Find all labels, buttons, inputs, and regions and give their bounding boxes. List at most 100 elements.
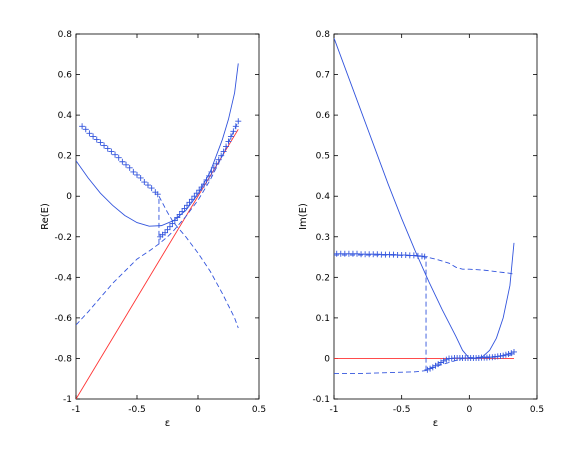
re-plus-marker: [101, 142, 108, 149]
re-plus-marker: [205, 172, 212, 179]
im-xtick-label: -1: [330, 405, 339, 415]
re-plus-marker: [208, 168, 215, 175]
re-plus-marker: [82, 126, 89, 133]
re-plus-marker: [86, 130, 93, 137]
im-xtick-label: 0.5: [530, 405, 544, 415]
im-ylabel: Im(E): [298, 203, 309, 230]
im-plus-marker: [443, 356, 450, 363]
im-plus-marker: [421, 253, 428, 260]
re-plus-marker: [223, 143, 230, 150]
re-plus-marker: [130, 168, 137, 175]
re-plus-marker: [119, 158, 126, 165]
im-axes-frame: [333, 33, 538, 400]
re-plus-marker: [90, 133, 97, 140]
re-plus-marker: [193, 190, 200, 197]
re-plus-marker: [166, 223, 173, 230]
re-ytick-label: -0.2: [54, 233, 72, 243]
im-plus-marker: [440, 357, 447, 364]
im-solid-curve-1: [334, 37, 515, 359]
re-xtick-label: -0.5: [128, 405, 146, 415]
re-plus-marker: [198, 184, 205, 191]
re-ytick-label: 0.2: [58, 152, 72, 162]
im-plus-marker: [429, 364, 436, 371]
re-plus-marker: [210, 164, 217, 171]
im-ytick-label: 0.2: [316, 273, 330, 283]
im-ytick-label: 0.4: [316, 192, 331, 202]
re-plus-marker: [213, 160, 220, 167]
re-plus-marker: [104, 145, 111, 152]
im-ytick-label: 0.8: [316, 30, 331, 40]
im-plus-marker: [505, 350, 512, 357]
im-plus-marker: [508, 350, 515, 357]
re-plus-marker: [201, 181, 208, 188]
im-xtick-label: -0.5: [393, 405, 411, 415]
re-plus-marker: [164, 226, 171, 233]
panel-im-e: -1 -0.5 0 0.5 -0.1 0 0.1 0.2 0.3 0.4 0.5 0.6 0.7 0.8 ε…: [298, 30, 544, 429]
re-plus-marker: [235, 118, 242, 125]
im-plus-marker: [427, 365, 434, 372]
re-xtick-label: -1: [72, 405, 81, 415]
re-plus-marker: [181, 205, 188, 212]
re-xtick-label: 0: [195, 405, 201, 415]
re-plus-marker: [203, 177, 210, 183]
im-ytick-label: 0.1: [316, 314, 330, 324]
re-ytick-label: 0.6: [58, 71, 73, 81]
re-dashed-curve-2: [76, 121, 239, 326]
re-plus-marker: [134, 171, 140, 178]
re-plus-marker: [188, 196, 195, 203]
re-ytick-label: -0.8: [54, 354, 72, 364]
im-xlabel: ε: [433, 418, 438, 429]
im-plot-area: [334, 37, 517, 374]
re-plus-marker: [141, 179, 148, 186]
re-plus-marker: [176, 211, 183, 218]
re-plus-marker: [227, 133, 234, 140]
re-plus-marker: [179, 208, 186, 215]
re-plus-marker: [171, 217, 178, 224]
re-ytick-label: 0.8: [58, 30, 73, 40]
re-plus-marker: [191, 193, 198, 200]
re-plus-marker: [196, 187, 203, 194]
im-xtick-label: 0: [466, 405, 472, 415]
im-ytick-label: -0.1: [312, 395, 330, 405]
re-plus-marker: [79, 123, 86, 130]
im-plus-marker: [510, 348, 517, 355]
im-plus-marker: [435, 361, 442, 368]
re-plus-marker: [174, 214, 181, 221]
re-ytick-label: 0.4: [58, 111, 73, 121]
re-plus-marker: [232, 123, 239, 130]
re-plus-marker: [115, 154, 122, 161]
re-plus-marker: [169, 220, 176, 227]
re-plus-marker: [93, 136, 100, 143]
re-ytick-label: -1: [63, 395, 72, 405]
im-dashed-curve-2: [334, 254, 515, 275]
im-ytick-label: 0: [324, 354, 330, 364]
re-plus-marker: [97, 139, 104, 146]
re-marker-series: [79, 118, 242, 240]
re-plus-marker: [126, 164, 133, 171]
re-ytick-label: -0.6: [54, 314, 72, 324]
re-plus-marker: [154, 191, 161, 198]
re-plus-marker: [218, 152, 225, 159]
re-ytick-label: -0.4: [54, 273, 72, 283]
re-ylabel: Re(E): [40, 203, 51, 230]
im-ytick-label: 0.3: [316, 233, 330, 243]
re-dashed-curve-3: [158, 196, 239, 329]
im-ytick-label: 0.7: [316, 71, 330, 81]
re-plus-marker: [148, 185, 155, 192]
re-plus-marker: [108, 148, 115, 155]
re-plus-marker: [144, 182, 151, 189]
re-plus-marker: [225, 138, 232, 145]
re-plus-marker: [230, 128, 237, 135]
im-ytick-label: 0.6: [316, 111, 331, 121]
re-solid-curve-1: [76, 63, 239, 227]
re-plus-marker: [220, 148, 227, 155]
re-plus-marker: [186, 199, 193, 206]
re-plus-marker: [215, 156, 222, 163]
re-ytick-label: 0: [66, 192, 72, 202]
re-plus-marker: [184, 202, 191, 209]
panel-re-e: -1 -0.5 0 0.5 -1 -0.8 -0.6 -0.4 -0.2 0 0.2 0.4 0.6 0.…: [40, 30, 266, 429]
re-xlabel: ε: [165, 418, 170, 429]
im-plus-marker: [437, 359, 444, 366]
im-plus-marker: [502, 351, 509, 358]
